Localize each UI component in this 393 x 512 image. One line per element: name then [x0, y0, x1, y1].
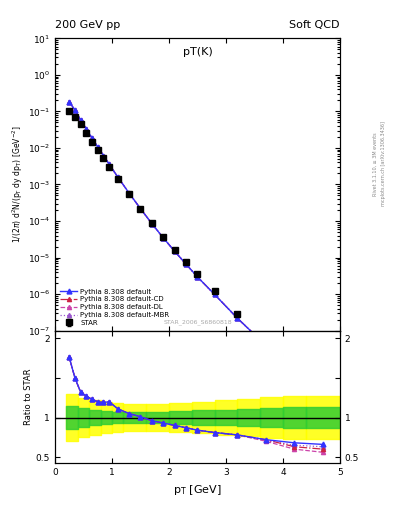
Pythia 8.308 default-MBR [116, 174, 120, 180]
Pythia 8.308 default-DL [161, 235, 166, 241]
Pythia 8.308 default [101, 153, 106, 159]
Pythia 8.308 default-DL [235, 315, 240, 321]
Pythia 8.308 default-MBR [73, 107, 77, 113]
Pythia 8.308 default-DL [95, 144, 100, 150]
Pythia 8.308 default-CD [138, 205, 143, 211]
Pythia 8.308 default-CD [195, 274, 200, 280]
Pythia 8.308 default-CD [150, 221, 154, 227]
Pythia 8.308 default [138, 205, 143, 211]
Pythia 8.308 default [195, 274, 200, 280]
Pythia 8.308 default-CD [84, 126, 89, 132]
Pythia 8.308 default-CD [184, 261, 189, 267]
Pythia 8.308 default-MBR [150, 221, 154, 227]
Pythia 8.308 default-MBR [264, 343, 268, 349]
Pythia 8.308 default-DL [264, 343, 268, 349]
X-axis label: p$_{\rm T}$ [GeV]: p$_{\rm T}$ [GeV] [173, 483, 222, 497]
Pythia 8.308 default-DL [101, 153, 106, 159]
Pythia 8.308 default-DL [138, 205, 143, 211]
Line: Pythia 8.308 default-MBR: Pythia 8.308 default-MBR [67, 100, 325, 392]
Pythia 8.308 default [150, 221, 154, 227]
Pythia 8.308 default-MBR [235, 315, 240, 321]
Pythia 8.308 default-DL [116, 174, 120, 180]
Pythia 8.308 default-MBR [127, 190, 132, 196]
Pythia 8.308 default [78, 117, 83, 123]
Pythia 8.308 default [292, 366, 297, 372]
Pythia 8.308 default-CD [107, 161, 112, 167]
Pythia 8.308 default [84, 126, 89, 132]
Pythia 8.308 default-DL [173, 248, 177, 254]
Pythia 8.308 default [173, 248, 177, 254]
Pythia 8.308 default-DL [150, 221, 154, 227]
Pythia 8.308 default-MBR [195, 274, 200, 280]
Pythia 8.308 default [235, 315, 240, 321]
Pythia 8.308 default-CD [90, 135, 94, 141]
Pythia 8.308 default-CD [78, 117, 83, 123]
Pythia 8.308 default-CD [116, 174, 120, 180]
Pythia 8.308 default-MBR [292, 366, 297, 372]
Line: Pythia 8.308 default-CD: Pythia 8.308 default-CD [67, 100, 325, 393]
Pythia 8.308 default-CD [292, 367, 297, 373]
Pythia 8.308 default [212, 291, 217, 297]
Pythia 8.308 default [67, 99, 72, 105]
Pythia 8.308 default-MBR [138, 205, 143, 211]
Text: mcplots.cern.ch [arXiv:1306.3436]: mcplots.cern.ch [arXiv:1306.3436] [381, 121, 386, 206]
Pythia 8.308 default-CD [321, 388, 325, 394]
Pythia 8.308 default [264, 342, 268, 348]
Pythia 8.308 default-CD [212, 291, 217, 297]
Pythia 8.308 default-DL [184, 261, 189, 267]
Pythia 8.308 default [90, 135, 94, 141]
Pythia 8.308 default-MBR [212, 291, 217, 297]
Pythia 8.308 default [73, 107, 77, 113]
Legend: Pythia 8.308 default, Pythia 8.308 default-CD, Pythia 8.308 default-DL, Pythia 8: Pythia 8.308 default, Pythia 8.308 defau… [59, 287, 171, 327]
Pythia 8.308 default [95, 144, 100, 150]
Pythia 8.308 default-MBR [321, 387, 325, 393]
Pythia 8.308 default [184, 261, 189, 267]
Pythia 8.308 default-DL [90, 135, 94, 141]
Pythia 8.308 default-DL [67, 99, 72, 105]
Text: STAR_2006_S6860818: STAR_2006_S6860818 [163, 319, 232, 325]
Pythia 8.308 default-CD [173, 248, 177, 254]
Pythia 8.308 default-MBR [173, 248, 177, 254]
Text: Soft QCD: Soft QCD [290, 19, 340, 30]
Text: 200 GeV pp: 200 GeV pp [55, 19, 120, 30]
Pythia 8.308 default-CD [264, 342, 268, 348]
Pythia 8.308 default-CD [161, 235, 166, 241]
Pythia 8.308 default-MBR [67, 99, 72, 105]
Pythia 8.308 default-DL [321, 389, 325, 395]
Pythia 8.308 default-MBR [107, 161, 112, 167]
Pythia 8.308 default-MBR [90, 135, 94, 141]
Pythia 8.308 default-MBR [84, 126, 89, 132]
Pythia 8.308 default-CD [67, 99, 72, 105]
Line: Pythia 8.308 default-DL: Pythia 8.308 default-DL [67, 100, 325, 394]
Pythia 8.308 default [107, 161, 112, 167]
Pythia 8.308 default-DL [107, 161, 112, 167]
Text: Rivet 3.1.10, ≥ 3M events: Rivet 3.1.10, ≥ 3M events [373, 132, 378, 196]
Pythia 8.308 default-DL [78, 117, 83, 123]
Pythia 8.308 default-CD [73, 107, 77, 113]
Pythia 8.308 default-CD [235, 315, 240, 321]
Pythia 8.308 default [161, 235, 166, 241]
Pythia 8.308 default-DL [292, 368, 297, 374]
Pythia 8.308 default-DL [84, 126, 89, 132]
Y-axis label: Ratio to STAR: Ratio to STAR [24, 369, 33, 425]
Pythia 8.308 default-DL [195, 274, 200, 280]
Pythia 8.308 default-MBR [184, 261, 189, 267]
Line: Pythia 8.308 default: Pythia 8.308 default [67, 99, 325, 392]
Pythia 8.308 default-CD [95, 144, 100, 150]
Pythia 8.308 default-CD [127, 190, 132, 196]
Pythia 8.308 default-MBR [101, 153, 106, 159]
Pythia 8.308 default-DL [73, 107, 77, 113]
Pythia 8.308 default-MBR [95, 144, 100, 150]
Pythia 8.308 default [321, 386, 325, 392]
Pythia 8.308 default-DL [127, 190, 132, 196]
Pythia 8.308 default-MBR [78, 117, 83, 123]
Pythia 8.308 default-DL [212, 291, 217, 297]
Pythia 8.308 default [116, 174, 120, 180]
Y-axis label: 1/(2$\pi$) d$^2$N/(p$_{\rm T}$ dy dp$_{\rm T}$) [GeV$^{-2}$]: 1/(2$\pi$) d$^2$N/(p$_{\rm T}$ dy dp$_{\… [11, 125, 25, 243]
Pythia 8.308 default-MBR [161, 235, 166, 241]
Pythia 8.308 default [127, 190, 132, 196]
Pythia 8.308 default-CD [101, 153, 106, 159]
Text: pT(K): pT(K) [183, 47, 212, 57]
